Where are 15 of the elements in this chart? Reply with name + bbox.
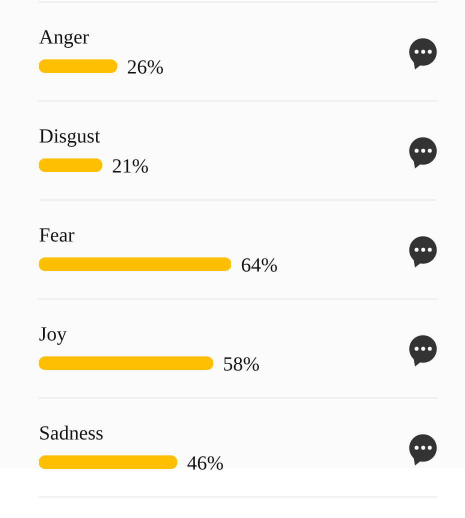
bar [39, 356, 214, 370]
bar [39, 158, 102, 172]
bar [39, 59, 118, 73]
data-label: 26% [127, 56, 164, 79]
data-label: 64% [241, 254, 278, 277]
y-tick-label: Sadness [39, 422, 104, 445]
y-tick-label: Disgust [39, 126, 101, 148]
y-tick-label: Fear [39, 224, 75, 247]
data-label: 58% [223, 354, 260, 376]
bar [39, 257, 231, 271]
data-label: 46% [187, 452, 224, 475]
y-tick-label: Joy [39, 324, 67, 346]
data-label: 21% [112, 156, 149, 178]
bar [39, 455, 178, 469]
y-tick-label: Anger [39, 26, 90, 49]
